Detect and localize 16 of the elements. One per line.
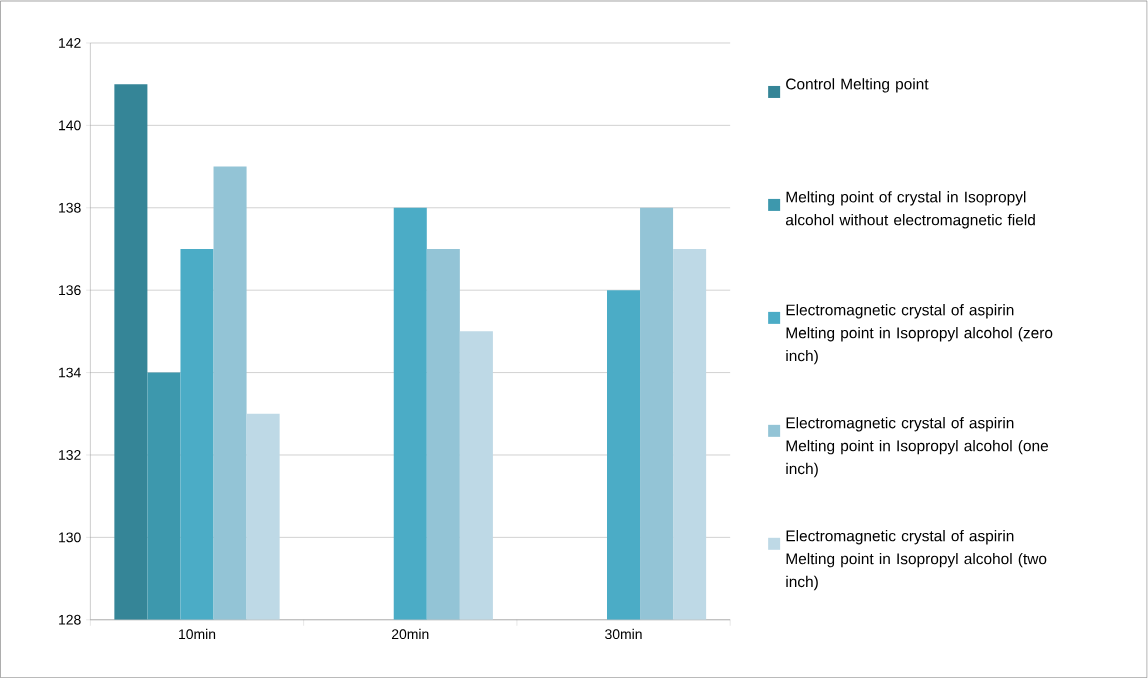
y-tick-label: 130 (59, 532, 81, 543)
legend-label: Electromagnetic crystal of aspirin Melting point in Isopropyl alcohol (zero inch) (786, 304, 1053, 365)
x-tick-label: 20min (391, 628, 429, 640)
y-tick-label: 136 (59, 285, 81, 296)
legend-label: Electromagnetic crystal of aspirin Melting point in Isopropyl alcohol (two inch) (786, 529, 1047, 591)
y-tick-label: 142 (59, 38, 81, 48)
legend-label: Melting point of crystal in Isopropyl alcohol without electromagnetic field (785, 191, 1035, 229)
x-tick-label: 10min (179, 628, 216, 640)
y-tick-label: 132 (59, 449, 81, 460)
legend-label: Control Melting point (786, 78, 929, 93)
y-tick-label: 140 (59, 120, 81, 131)
y-tick-label: 134 (59, 367, 81, 378)
y-tick-label: 138 (59, 202, 81, 213)
x-tick-label: 30min (605, 628, 642, 640)
legend-label: Electromagnetic crystal of aspirin Melting point in Isopropyl alcohol (one inch) (786, 416, 1049, 478)
y-tick-label: 128 (59, 614, 81, 625)
